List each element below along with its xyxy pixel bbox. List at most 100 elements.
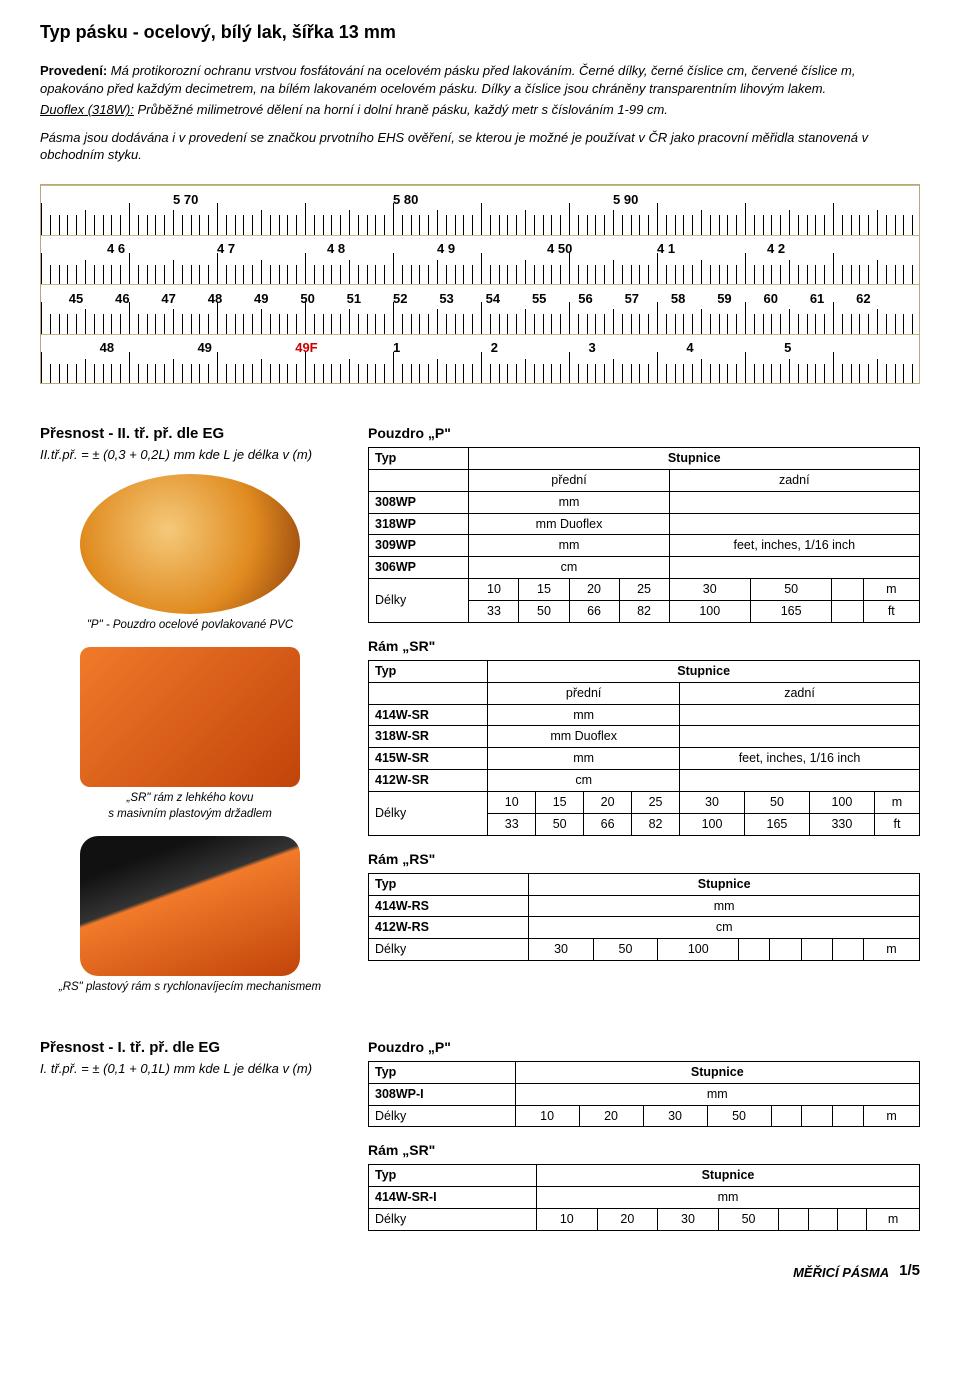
table-cell xyxy=(669,557,919,579)
table-cell xyxy=(832,601,863,623)
table-cell: 165 xyxy=(744,813,809,835)
table-cell: 10 xyxy=(488,792,536,814)
section-ram-sr-1: Rám „SR" TypStupnice414W-SR-ImmDélky1020… xyxy=(368,1141,920,1231)
ram-sr-table: TypStupnicepřednízadní414W-SRmm318W-SRmm… xyxy=(368,660,920,836)
table-cell: mm Duoflex xyxy=(488,726,680,748)
intro-last: Pásma jsou dodávána i v provedení se zna… xyxy=(40,129,920,164)
table-header: Stupnice xyxy=(488,660,920,682)
section-ram-rs: Rám „RS" TypStupnice414W-RSmm412W-RScmDé… xyxy=(368,850,920,961)
table-header: Stupnice xyxy=(515,1061,919,1083)
right-column-2: Pouzdro „P" TypStupnice308WP-ImmDélky102… xyxy=(368,1038,920,1245)
table-cell xyxy=(680,770,920,792)
ram-rs-title: Rám „RS" xyxy=(368,850,920,869)
table-row: 309WPmmfeet, inches, 1/16 inch xyxy=(369,535,920,557)
table-cell: cm xyxy=(529,917,920,939)
intro-provedeni-text: Má protikorozní ochranu vrstvou fosfátov… xyxy=(40,63,856,96)
table-header: 414W-RS xyxy=(369,895,529,917)
caption-rs: „RS" plastový rám s rychlonavíjecím mech… xyxy=(40,980,340,996)
table-cell xyxy=(832,579,863,601)
section-pouzdro-p: Pouzdro „P" TypStupnicepřednízadní308WPm… xyxy=(368,424,920,623)
table-cell xyxy=(770,939,801,961)
table-row: 415W-SRmmfeet, inches, 1/16 inch xyxy=(369,748,920,770)
table-row: přednízadní xyxy=(369,469,920,491)
table-header: 415W-SR xyxy=(369,748,488,770)
table-row: 414W-SR-Imm xyxy=(369,1187,920,1209)
table-cell: Délky xyxy=(369,792,488,836)
table-cell: mm xyxy=(488,704,680,726)
table-cell: 50 xyxy=(536,813,584,835)
table-row: Délky101520253050100m xyxy=(369,792,920,814)
table-row: 318WPmm Duoflex xyxy=(369,513,920,535)
table-row: TypStupnice xyxy=(369,1061,920,1083)
table-cell xyxy=(801,939,832,961)
footer-page: 1/5 xyxy=(899,1261,920,1281)
table-row: TypStupnice xyxy=(369,660,920,682)
table-cell: 50 xyxy=(718,1209,779,1231)
table-cell: 30 xyxy=(643,1105,707,1127)
table-header: Typ xyxy=(369,1061,516,1083)
pouzdro-p1-title: Pouzdro „P" xyxy=(368,1038,920,1057)
table-cell xyxy=(739,939,770,961)
table-row: Délky3050100m xyxy=(369,939,920,961)
caption-p: "P" - Pouzdro ocelové povlakované PVC xyxy=(40,618,340,634)
table-cell xyxy=(779,1209,808,1231)
table-row: 414W-SRmm xyxy=(369,704,920,726)
caption-sr: „SR" rám z lehkého kovu s masivním plast… xyxy=(40,791,340,822)
right-column: Pouzdro „P" TypStupnicepřednízadní308WPm… xyxy=(368,424,920,1010)
table-cell: 20 xyxy=(584,792,632,814)
table-cell: mm xyxy=(469,535,669,557)
pouzdro-p1-table: TypStupnice308WP-ImmDélky10203050m xyxy=(368,1061,920,1128)
intro-duoflex-text: Průběžné milimetrové dělení na horní i d… xyxy=(134,102,668,117)
table-cell: m xyxy=(867,1209,920,1231)
table-cell: mm xyxy=(529,895,920,917)
table-header: 414W-SR xyxy=(369,704,488,726)
table-cell: 100 xyxy=(658,939,739,961)
table-cell: přední xyxy=(469,469,669,491)
accuracy2-heading: Přesnost - II. tř. př. dle EG xyxy=(40,424,340,444)
table-cell: 100 xyxy=(680,813,745,835)
table-row: 414W-RSmm xyxy=(369,895,920,917)
left-column: Přesnost - II. tř. př. dle EG II.tř.př. … xyxy=(40,424,340,1010)
table-row: přednízadní xyxy=(369,682,920,704)
pouzdro-p-table: TypStupnicepřednízadní308WPmm318WPmm Duo… xyxy=(368,447,920,623)
product-image-p xyxy=(80,474,300,614)
table-cell xyxy=(680,726,920,748)
table-cell: 25 xyxy=(619,579,669,601)
table-header: 412W-SR xyxy=(369,770,488,792)
table-cell: 50 xyxy=(707,1105,771,1127)
table-cell xyxy=(833,1105,864,1127)
table-cell: mm xyxy=(536,1187,919,1209)
table-cell: 50 xyxy=(519,601,569,623)
table-cell: feet, inches, 1/16 inch xyxy=(680,748,920,770)
table-cell: 30 xyxy=(669,579,750,601)
table-cell: m xyxy=(864,1105,920,1127)
table-row: TypStupnice xyxy=(369,1165,920,1187)
intro-provedeni: Provedení: Má protikorozní ochranu vrstv… xyxy=(40,62,920,97)
table-cell xyxy=(802,1105,833,1127)
table-cell: m xyxy=(863,939,919,961)
section-pouzdro-p-1: Pouzdro „P" TypStupnice308WP-ImmDélky102… xyxy=(368,1038,920,1128)
table-cell: Délky xyxy=(369,579,469,623)
table-header: Typ xyxy=(369,660,488,682)
table-cell: m xyxy=(863,579,919,601)
table-cell: m xyxy=(874,792,919,814)
table-row: 308WPmm xyxy=(369,491,920,513)
table-header: 309WP xyxy=(369,535,469,557)
table-cell: ft xyxy=(863,601,919,623)
left-column-2: Přesnost - I. tř. př. dle EG I. tř.př. =… xyxy=(40,1038,340,1245)
table-header: 318W-SR xyxy=(369,726,488,748)
table-cell: 66 xyxy=(569,601,619,623)
table-cell: 30 xyxy=(658,1209,719,1231)
footer: MĚŘICÍ PÁSMA 1/5 xyxy=(40,1261,920,1281)
pouzdro-p-title: Pouzdro „P" xyxy=(368,424,920,443)
table-cell xyxy=(369,682,488,704)
table-cell: Délky xyxy=(369,939,529,961)
table-header: 306WP xyxy=(369,557,469,579)
accuracy1-formula: I. tř.př. = ± (0,1 + 0,1L) mm kde L je d… xyxy=(40,1060,340,1078)
table-row: 308WP-Imm xyxy=(369,1083,920,1105)
table-cell: 100 xyxy=(669,601,750,623)
table-cell xyxy=(669,513,919,535)
ram-sr1-table: TypStupnice414W-SR-ImmDélky10203050m xyxy=(368,1164,920,1231)
table-cell: 33 xyxy=(488,813,536,835)
table-header: Typ xyxy=(369,447,469,469)
